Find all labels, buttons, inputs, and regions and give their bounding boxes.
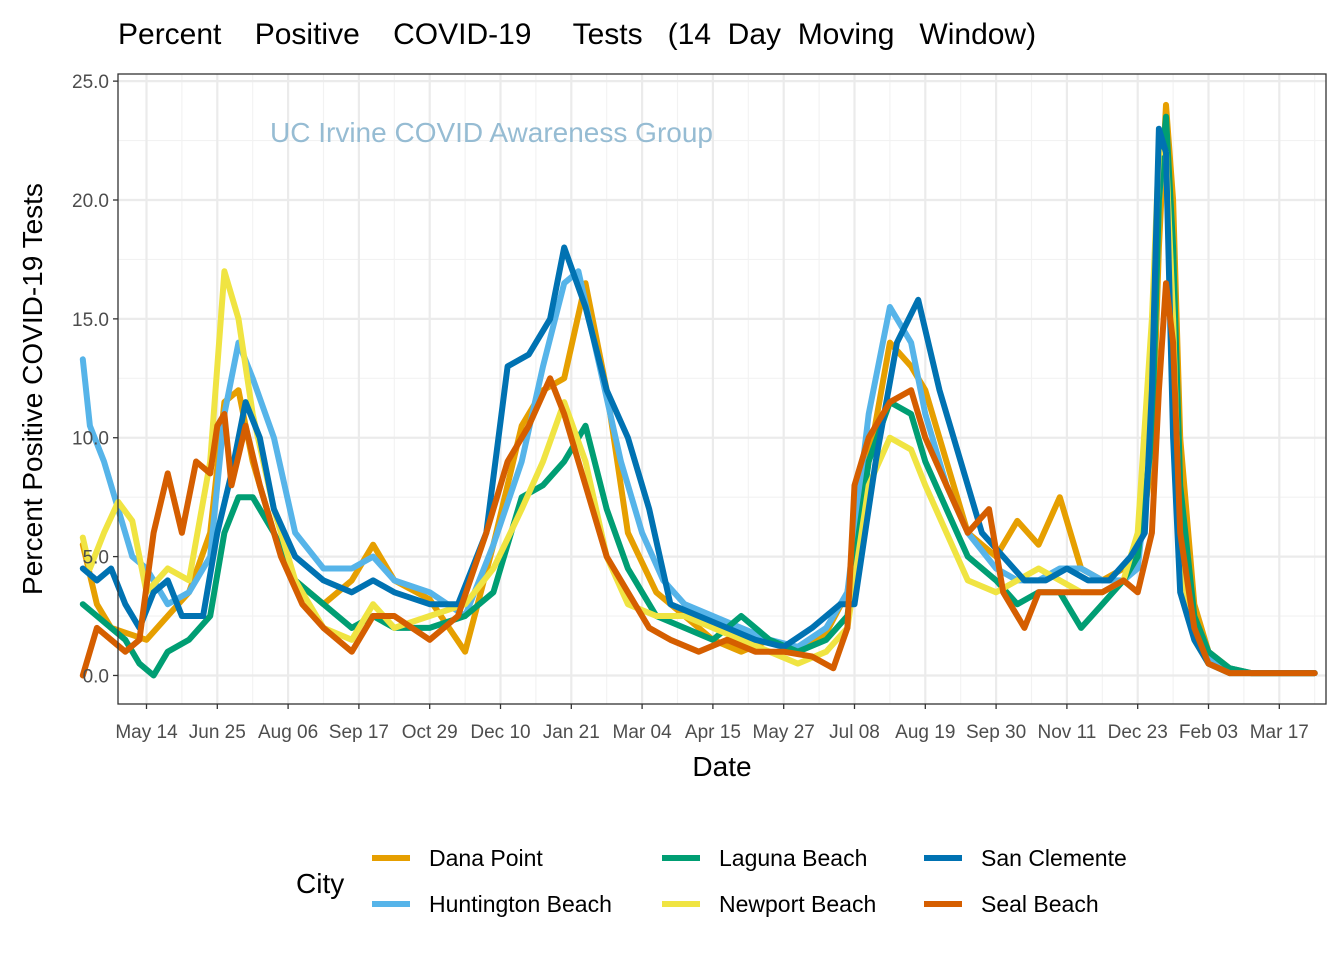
- legend-label: San Clemente: [981, 845, 1127, 871]
- watermark: UC Irvine COVID Awareness Group: [270, 117, 713, 148]
- legend: Dana Point Huntington Beach Laguna Beach Ne…: [372, 845, 1127, 917]
- series-line-seal-beach: [79, 280, 1318, 679]
- x-tick-label: May 27: [753, 722, 815, 743]
- y-axis-title: Percent Positive COVID-19 Tests: [17, 183, 48, 595]
- x-tick-label: Jul 08: [829, 722, 880, 743]
- x-tick-label: Dec 23: [1108, 722, 1168, 743]
- x-axis-title: Date: [692, 751, 751, 782]
- x-tick-label: Sep 30: [966, 722, 1026, 743]
- x-tick-label: Jan 21: [543, 722, 600, 743]
- y-axis: 0.0 5.0 10.0 15.0 20.0 25.0: [72, 72, 118, 687]
- x-tick-label: Aug 06: [258, 722, 318, 743]
- legend-label: Huntington Beach: [429, 891, 612, 917]
- series-lines: [79, 101, 1318, 679]
- y-tick-label: 10.0: [72, 429, 109, 450]
- y-tick-label: 0.0: [83, 666, 109, 687]
- x-tick-label: Oct 29: [402, 722, 458, 743]
- series-line-san-clemente: [79, 125, 1318, 677]
- legend-title: City: [296, 868, 344, 899]
- x-axis: May 14 Jun 25 Aug 06 Sep 17 Oct 29 Dec 10 Jan …: [115, 704, 1309, 743]
- x-tick-label: Sep 17: [329, 722, 389, 743]
- x-tick-label: Apr 15: [685, 722, 741, 743]
- x-tick-label: Feb 03: [1179, 722, 1238, 743]
- x-tick-label: Mar 04: [613, 722, 673, 743]
- x-tick-label: Aug 19: [895, 722, 955, 743]
- legend-label: Dana Point: [429, 845, 543, 871]
- legend-label: Newport Beach: [719, 891, 876, 917]
- y-tick-label: 20.0: [72, 191, 109, 212]
- legend-label: Seal Beach: [981, 891, 1099, 917]
- x-tick-label: Jun 25: [189, 722, 246, 743]
- x-tick-label: Mar 17: [1250, 722, 1309, 743]
- y-tick-label: 15.0: [72, 310, 109, 331]
- x-tick-label: Dec 10: [470, 722, 530, 743]
- y-tick-label: 5.0: [83, 548, 109, 569]
- x-tick-label: Nov 11: [1038, 722, 1097, 743]
- plot-border: [117, 73, 1327, 705]
- x-tick-label: May 14: [115, 722, 178, 743]
- y-tick-label: 25.0: [72, 72, 109, 93]
- legend-label: Laguna Beach: [719, 845, 867, 871]
- chart-title: Percent Positive COVID-19 Tests (14 Day …: [118, 18, 1036, 51]
